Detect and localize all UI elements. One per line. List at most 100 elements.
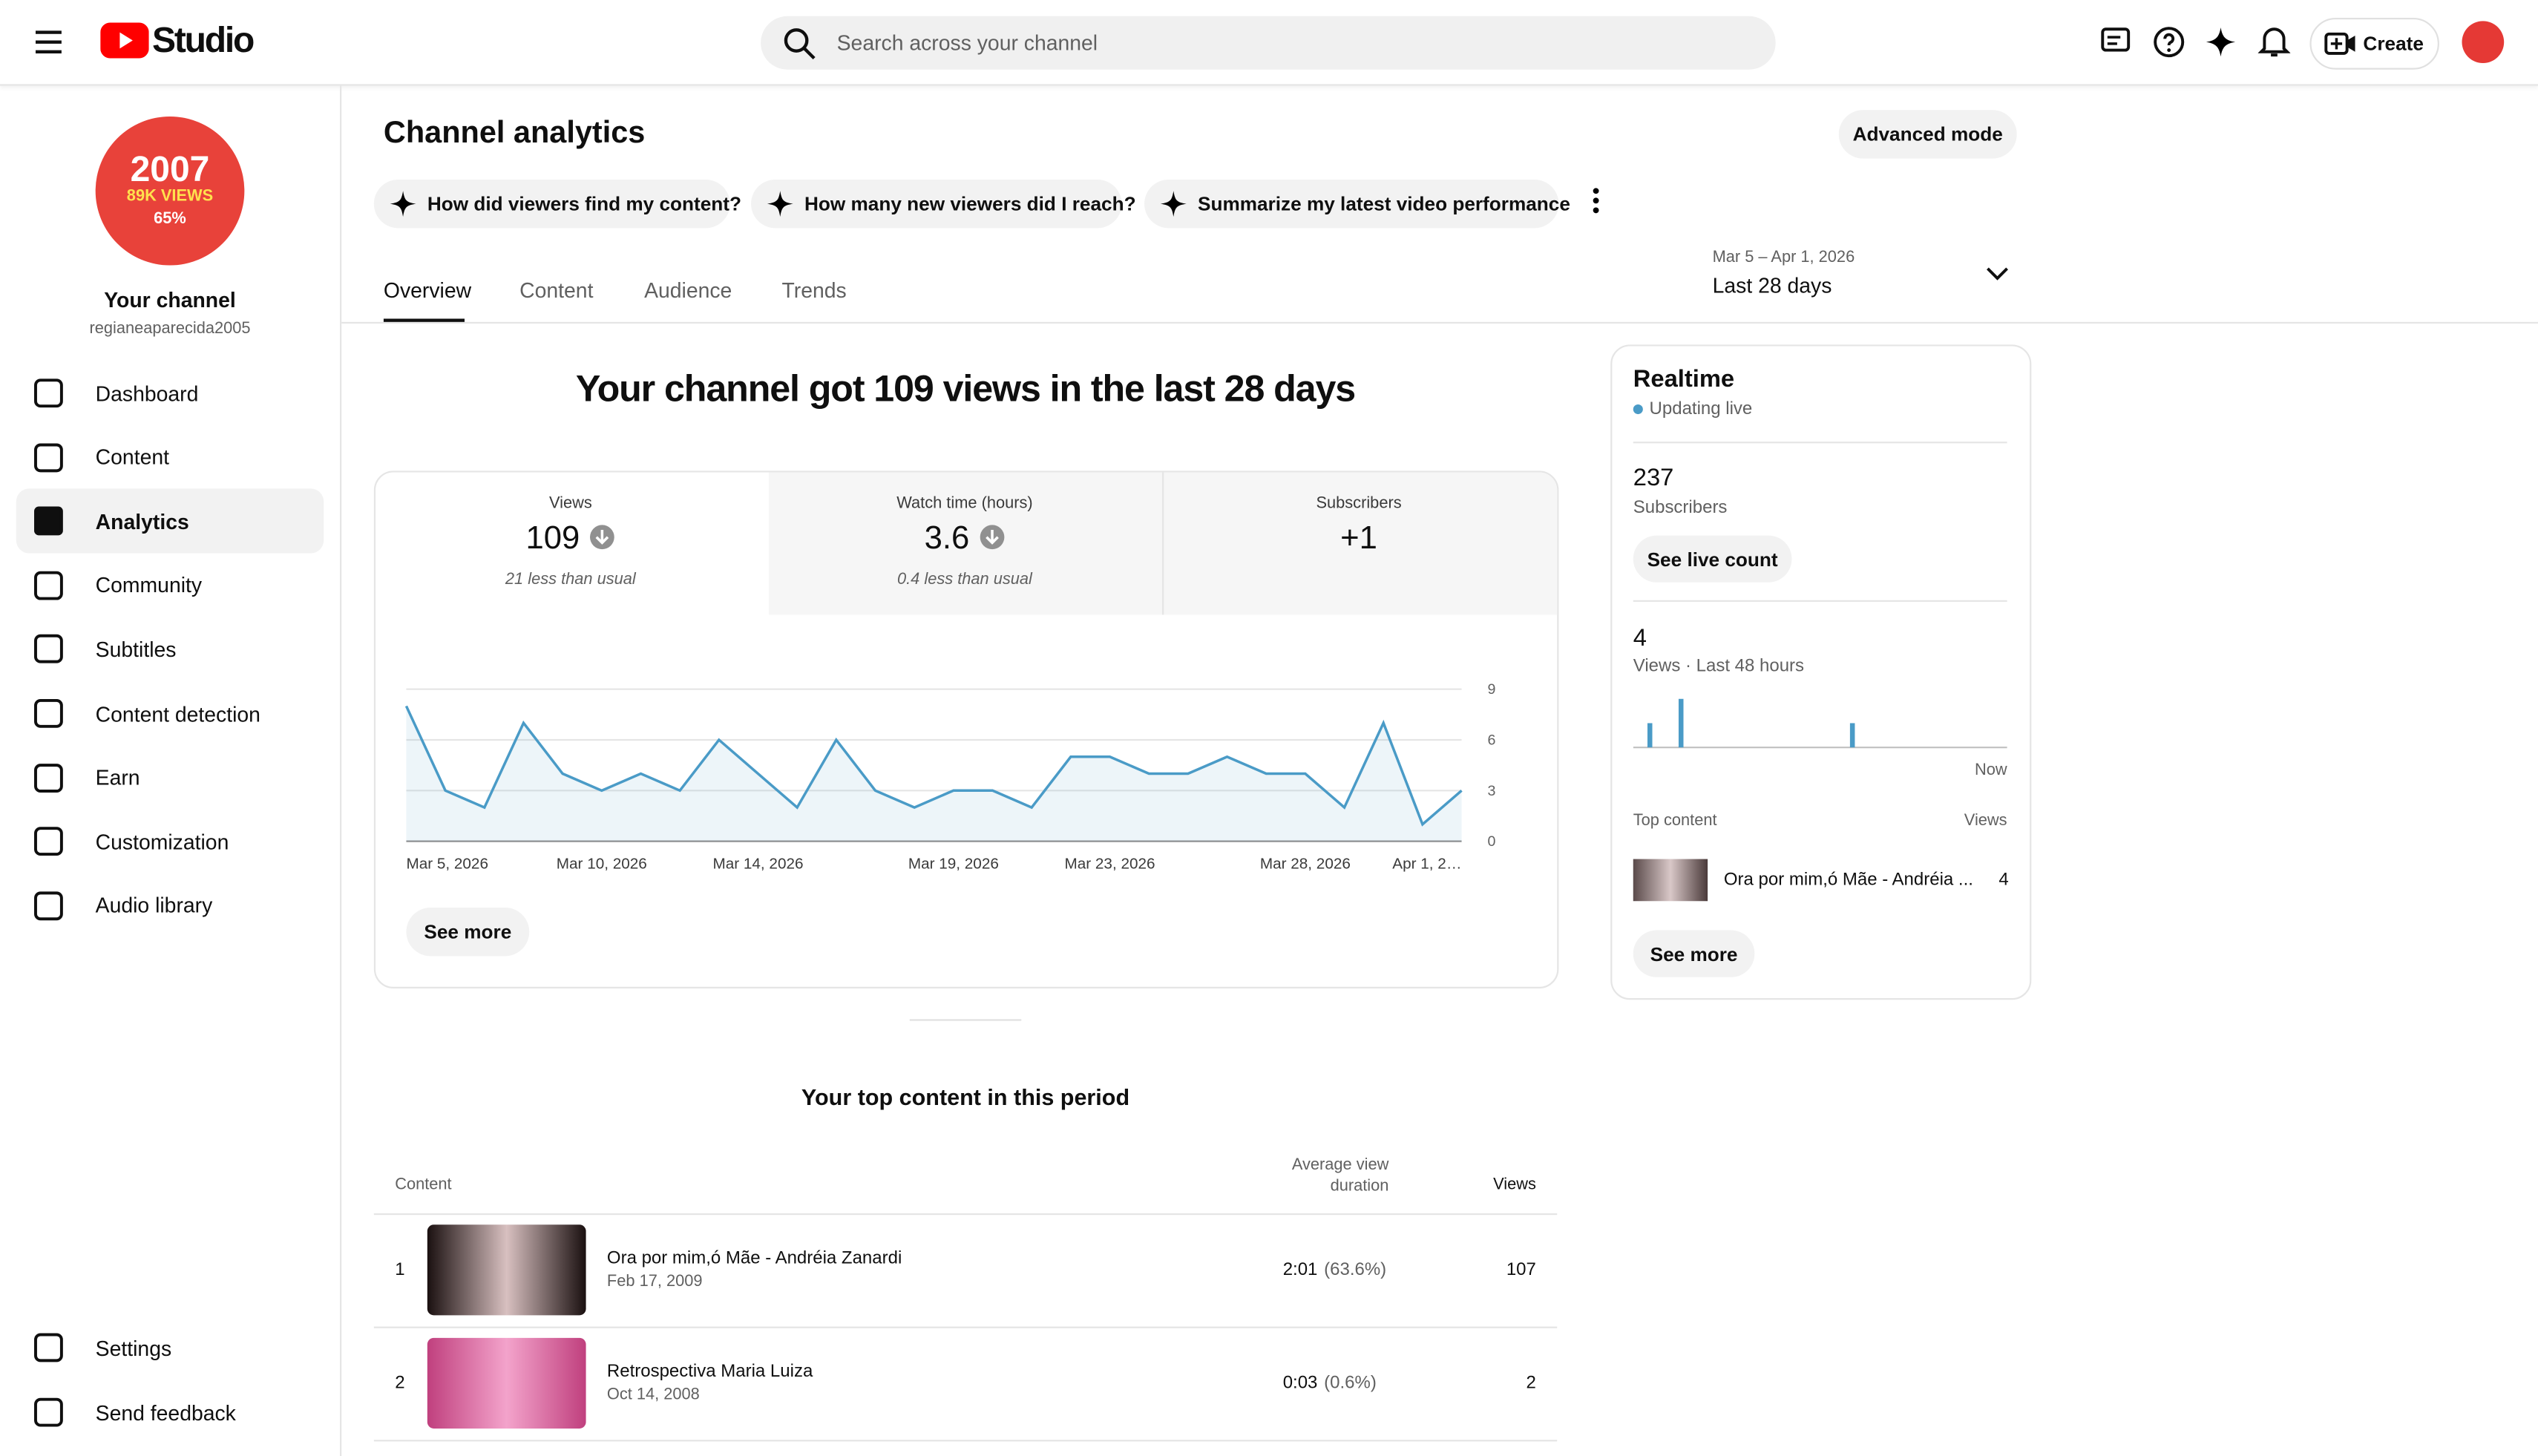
- nav-item[interactable]: Community: [16, 553, 324, 617]
- nav-item[interactable]: Earn: [16, 745, 324, 810]
- headline: Your channel got 109 views in the last 2…: [575, 367, 1356, 410]
- metric-value: +1: [1162, 521, 1555, 558]
- icon-shape: [767, 191, 793, 217]
- thumbnail[interactable]: [427, 1337, 586, 1429]
- nav-item[interactable]: Analytics: [16, 488, 324, 554]
- metric-label: Watch time (hours): [896, 495, 1033, 514]
- icon-shape: [34, 763, 63, 793]
- realtime-views: 4: [1633, 624, 1647, 652]
- advanced-mode-button[interactable]: Advanced mode: [1838, 110, 2017, 159]
- prompt-label: How did viewers find my content?: [427, 192, 742, 215]
- menu-button[interactable]: [33, 26, 65, 59]
- search-box[interactable]: Search across your channel: [761, 16, 1776, 70]
- duration: 2:01: [1282, 1260, 1318, 1280]
- percent: (63.6%): [1324, 1260, 1387, 1280]
- create-button[interactable]: Create: [2309, 17, 2439, 70]
- date-dropdown[interactable]: [1986, 266, 2009, 282]
- icon-shape: [34, 891, 63, 920]
- row-divider: [373, 1213, 1558, 1216]
- icon-shape: [34, 827, 63, 856]
- ai-icon: [390, 191, 416, 217]
- row-divider: [373, 1326, 1558, 1328]
- live-count-button[interactable]: See live count: [1633, 535, 1792, 583]
- overview-card: [373, 470, 1559, 988]
- prompt-chip[interactable]: How many new viewers did I reach?: [751, 179, 1136, 229]
- tab[interactable]: Trends: [781, 278, 847, 303]
- nav-icon: [34, 571, 63, 600]
- see-more-button[interactable]: See more: [1633, 930, 1755, 977]
- video-title[interactable]: Ora por mim,ó Mãe - Andréia Zanardi: [606, 1248, 902, 1269]
- prompt-chip[interactable]: How did viewers find my content?: [373, 179, 741, 229]
- x-tick-label: Mar 5, 2026: [406, 856, 488, 873]
- ai-icon[interactable]: [2205, 26, 2237, 59]
- create-label: Create: [2363, 32, 2424, 56]
- date-label[interactable]: Last 28 days: [1712, 273, 1832, 298]
- nav-item[interactable]: Audio library: [16, 873, 324, 938]
- column-header: Views: [1493, 1175, 1536, 1194]
- video-date: Feb 17, 2009: [606, 1273, 703, 1291]
- nav-item[interactable]: Dashboard: [16, 361, 324, 425]
- area: [406, 706, 1462, 842]
- feedback-icon[interactable]: [2099, 26, 2132, 59]
- realtime-views-label: Views · Last 48 hours: [1633, 657, 1805, 677]
- date-range[interactable]: Mar 5 – Apr 1, 2026: [1712, 249, 1855, 267]
- logo-text[interactable]: Studio: [152, 19, 255, 60]
- nav-item[interactable]: Send feedback: [16, 1380, 324, 1445]
- nav-item[interactable]: Subtitles: [16, 617, 324, 681]
- thumbnail[interactable]: [427, 1224, 586, 1316]
- thumbnail[interactable]: [1633, 859, 1708, 902]
- channel-avatar[interactable]: 2007 89K VIEWS 65%: [95, 116, 245, 266]
- divider: [1633, 600, 2007, 602]
- icon-shape: [34, 378, 63, 408]
- duration: 0:03: [1282, 1373, 1318, 1393]
- tab-divider: [341, 321, 2538, 324]
- search-icon: [784, 28, 816, 60]
- nav-item[interactable]: Customization: [16, 809, 324, 873]
- icon-shape: [34, 698, 63, 728]
- notifications-icon[interactable]: [2257, 24, 2291, 60]
- metric-note: 21 less than usual: [505, 571, 636, 589]
- views: 2: [1526, 1373, 1536, 1393]
- video-title[interactable]: Retrospectiva Maria Luiza: [606, 1362, 813, 1382]
- logo-icon[interactable]: [100, 22, 149, 59]
- nav-icon: [34, 506, 63, 536]
- y-tick-label: 0: [1487, 833, 1495, 850]
- nav-label: Send feedback: [95, 1400, 236, 1425]
- column-header: Content: [395, 1175, 452, 1194]
- video-date: Oct 14, 2008: [606, 1386, 700, 1405]
- percent: (0.6%): [1324, 1373, 1377, 1393]
- nav-label: Content detection: [95, 701, 260, 726]
- more-button[interactable]: [1590, 186, 1602, 215]
- nav-icon: [34, 827, 63, 856]
- help-icon[interactable]: [2153, 26, 2186, 59]
- metric-number: 109: [525, 520, 580, 557]
- divider: [1633, 442, 2007, 444]
- x-tick-label: Mar 19, 2026: [908, 856, 999, 873]
- rank: 1: [395, 1260, 405, 1280]
- views-chart: 0 3 6 9 Mar 5, 2026 Mar 10, 2026 Mar 14, 2026 M…: [404, 681, 1495, 873]
- prompt-label: How many new viewers did I reach?: [804, 192, 1136, 215]
- tab[interactable]: Audience: [644, 278, 732, 303]
- nav-item[interactable]: Content: [16, 424, 324, 489]
- prompt-chip[interactable]: Summarize my latest video performance: [1144, 179, 1570, 229]
- nav-label: Analytics: [95, 509, 189, 534]
- metric-note: 0.4 less than usual: [896, 571, 1032, 589]
- down-icon: [590, 525, 615, 550]
- tab[interactable]: Overview: [383, 278, 472, 303]
- channel-handle: regianeaparecida2005: [89, 320, 251, 338]
- top-content-title[interactable]: Ora por mim,ó Mãe - Andréia ...: [1723, 870, 1973, 890]
- nav-label: Community: [95, 573, 203, 598]
- subscriber-count: 237: [1633, 464, 1674, 492]
- tab[interactable]: Content: [519, 278, 594, 303]
- x-tick-label: Mar 28, 2026: [1260, 856, 1351, 873]
- metric-number: +1: [1340, 520, 1377, 557]
- see-more-button[interactable]: See more: [406, 907, 530, 957]
- nav-item[interactable]: Content detection: [16, 681, 324, 746]
- icon-shape: [34, 506, 63, 536]
- nav-item[interactable]: Settings: [16, 1315, 324, 1380]
- icon-shape: [34, 442, 63, 472]
- axis-label: Now: [1975, 760, 2007, 778]
- account-avatar[interactable]: [2462, 21, 2505, 64]
- x-tick-label: Apr 1, 2…: [1392, 856, 1461, 873]
- nav-icon: [34, 378, 63, 408]
